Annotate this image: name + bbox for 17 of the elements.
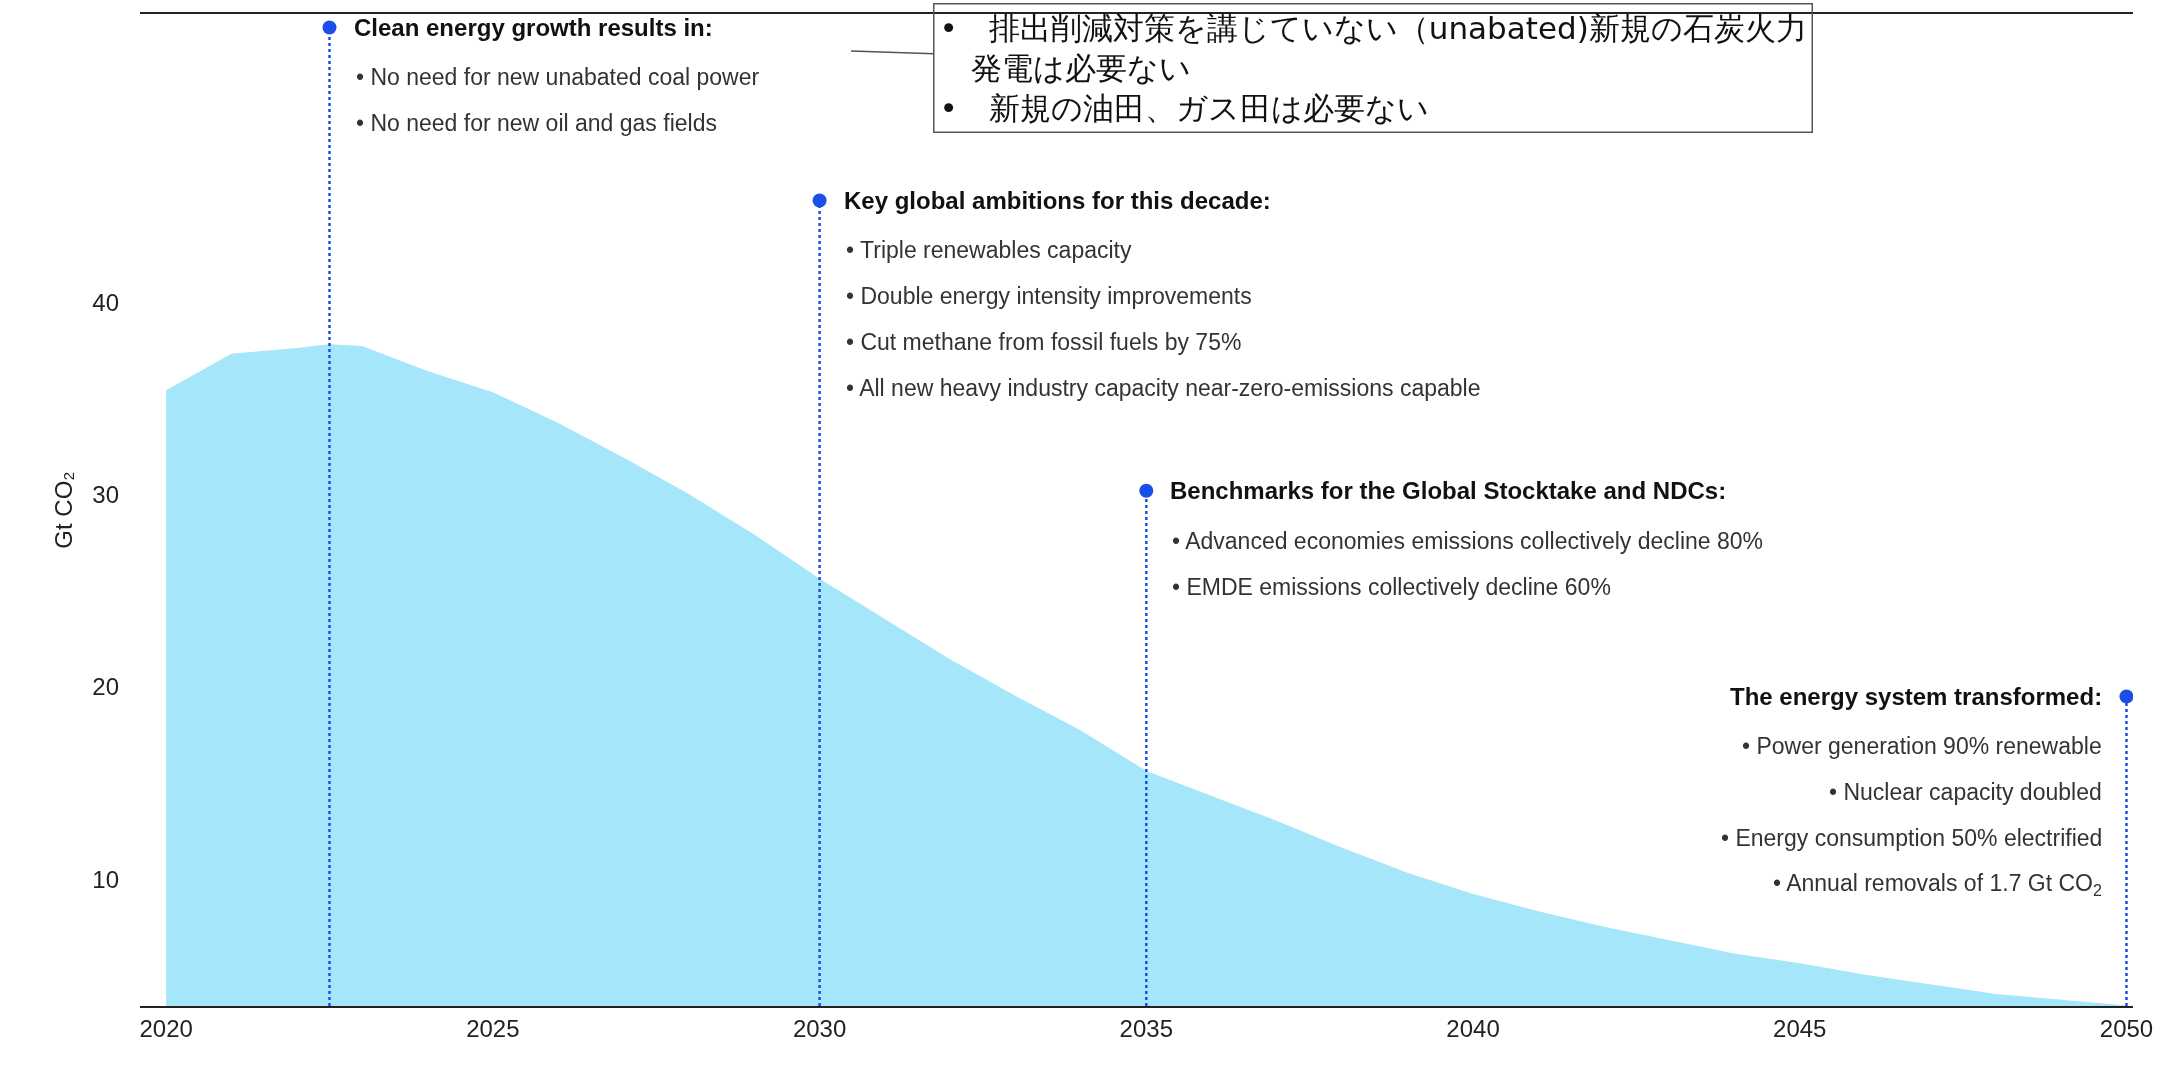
x-tick-label: 2030	[792, 1014, 847, 1042]
y-tick-label: 30	[92, 481, 119, 509]
x-tick-label: 2050	[2099, 1014, 2154, 1042]
x-tick-label: 2025	[466, 1014, 520, 1042]
annotation: The energy system transformed: • Power generation 90% renewable • Nuclear capacity doubled • Energy consumption 50% electrified • Annual removals of 1.7 Gt CO$_{2}$	[1721, 683, 2103, 899]
x-tick-label: 2040	[1446, 1014, 1500, 1042]
x-tick-label: 2035	[1119, 1014, 1173, 1042]
annotation: Key global ambitions for this decade: • Triple renewables capacity • Double energy intensity improvements • Cut methane from fossil fuels by 75% • All new heavy industry capacity near-zero-emissions capable	[844, 187, 1481, 401]
y-axis-title: Gt CO₂	[50, 471, 78, 549]
y-tick-label: 40	[92, 288, 119, 316]
annotation: • 排出削減対策を講じていない（unabated)新規の石炭火力発電は必要ない • 新規の油田、ガス田は必要ない	[939, 9, 1807, 127]
x-tick-label: 2045	[1773, 1014, 1827, 1042]
x-tick-label: 2020	[139, 1014, 193, 1042]
y-tick-label: 10	[92, 865, 119, 893]
annotation: Benchmarks for the Global Stocktake and NDCs: • Advanced economies emissions collectively decline 80% • EMDE emissions collectively decline 60%	[1170, 477, 1764, 600]
annotation: Clean energy growth results in: • No need for new unabated coal power • No need for new oil and gas fields	[354, 14, 760, 136]
y-tick-label: 20	[92, 673, 119, 701]
